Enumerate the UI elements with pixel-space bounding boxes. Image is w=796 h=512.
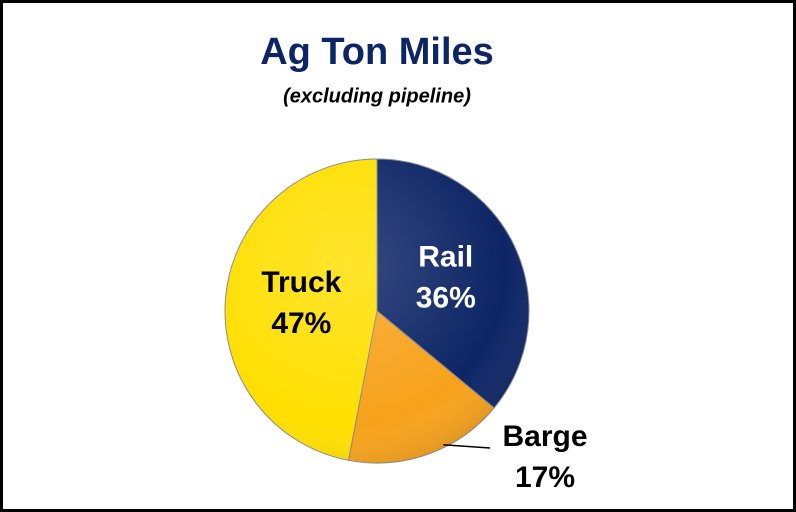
slice-label: Rail (418, 241, 473, 274)
chart-subtitle: (excluding pipeline) (283, 85, 471, 107)
slice-value-label: 47% (271, 307, 331, 340)
labels: Rail 36% Barge 17% Truck 47% (261, 241, 587, 494)
slice-value-label: 17% (515, 461, 575, 494)
slice-label: Barge (502, 420, 587, 453)
slice-label: Truck (261, 266, 341, 299)
chart-title: Ag Ton Miles (260, 31, 494, 73)
leader-line (443, 443, 491, 449)
slice-value-label: 36% (416, 282, 476, 315)
